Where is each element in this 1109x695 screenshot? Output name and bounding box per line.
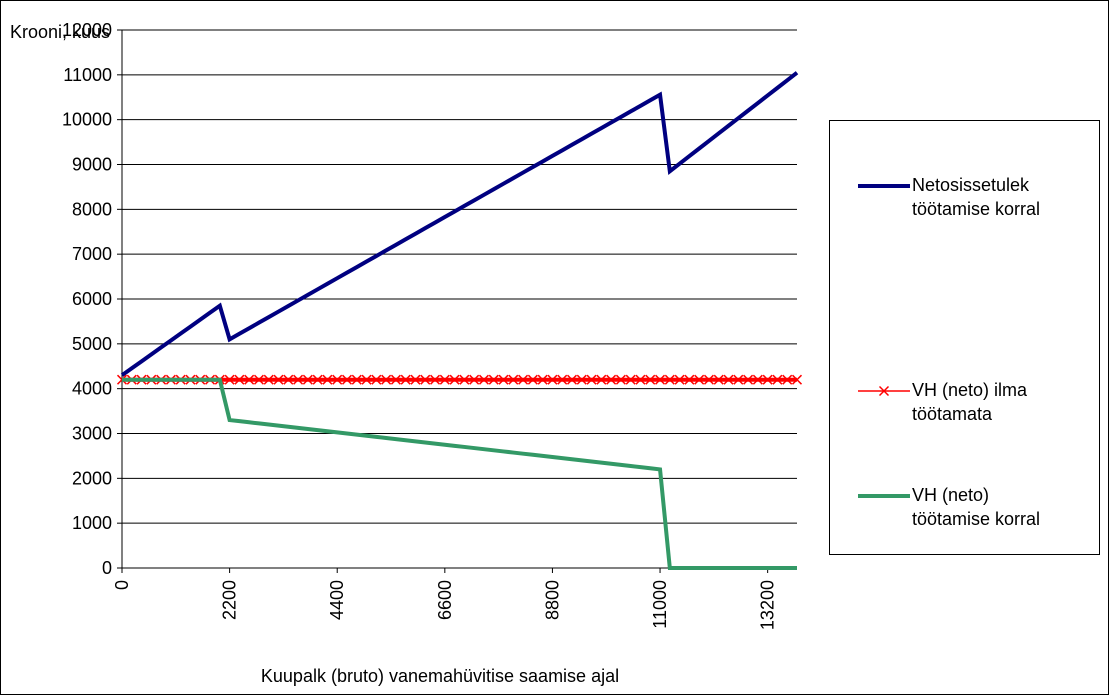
y-axis-label: Krooni, kuus <box>10 22 110 42</box>
marker <box>772 374 783 385</box>
marker <box>478 374 489 385</box>
legend-label: Netosissetulek töötamise korral <box>912 175 1041 219</box>
marker <box>723 374 734 385</box>
marker <box>351 374 362 385</box>
marker <box>635 374 646 385</box>
x-tick-label: 13200 <box>758 580 778 630</box>
series-line <box>120 71 799 377</box>
y-tick-label: 6000 <box>72 289 112 309</box>
legend-label: VH (neto) töötamise korral <box>912 485 1041 529</box>
marker <box>322 374 333 385</box>
marker <box>244 374 255 385</box>
x-tick-label: 11000 <box>650 580 670 629</box>
marker <box>547 374 558 385</box>
y-tick-label: 10000 <box>62 110 112 130</box>
marker <box>537 374 548 385</box>
marker <box>400 374 411 385</box>
x-tick-label: 6600 <box>435 580 455 620</box>
x-tick-label: 4400 <box>327 580 347 620</box>
marker <box>302 374 313 385</box>
marker <box>410 374 421 385</box>
marker <box>615 374 626 385</box>
marker <box>341 374 353 385</box>
marker <box>527 374 538 385</box>
marker <box>459 374 470 385</box>
marker <box>684 374 695 385</box>
marker <box>312 374 323 385</box>
y-tick-label: 3000 <box>72 424 112 444</box>
marker <box>283 374 294 385</box>
y-tick-label: 5000 <box>72 334 112 354</box>
marker <box>253 374 264 385</box>
marker <box>224 374 235 385</box>
marker <box>469 374 480 385</box>
marker <box>420 374 431 385</box>
marker <box>713 374 724 385</box>
marker <box>674 374 685 385</box>
x-tick-label: 2200 <box>220 580 240 620</box>
y-tick-label: 9000 <box>72 155 112 175</box>
y-tick-label: 8000 <box>72 199 112 219</box>
x-axis-label: Kuupalk (bruto) vanemahüvitise saamise a… <box>261 666 619 686</box>
marker <box>390 374 401 385</box>
marker <box>273 374 284 385</box>
x-tick-label: 0 <box>112 580 132 590</box>
marker <box>361 374 372 385</box>
series-line <box>122 377 797 570</box>
marker <box>518 374 529 385</box>
y-tick-label: 4000 <box>72 379 112 399</box>
marker <box>586 374 597 385</box>
marker <box>263 374 274 385</box>
legend-marker <box>878 385 890 397</box>
legend-label: VH (neto) ilma töötamata <box>912 380 1028 424</box>
marker <box>733 374 744 385</box>
marker <box>655 374 666 385</box>
marker <box>703 374 714 385</box>
marker <box>694 374 705 385</box>
marker <box>664 374 675 385</box>
marker <box>293 374 304 385</box>
y-tick-label: 1000 <box>72 513 112 533</box>
marker <box>234 374 245 385</box>
marker <box>498 374 509 385</box>
marker <box>566 374 578 385</box>
x-tick-label: 8800 <box>542 580 562 620</box>
marker <box>606 374 617 385</box>
y-tick-label: 7000 <box>72 244 112 264</box>
marker <box>449 374 460 385</box>
marker <box>439 374 450 385</box>
marker <box>645 374 656 385</box>
marker <box>381 374 392 385</box>
marker <box>488 374 499 385</box>
marker <box>371 374 382 385</box>
y-tick-label: 11000 <box>63 65 112 85</box>
marker <box>576 374 587 385</box>
marker <box>596 374 607 385</box>
marker <box>782 374 793 385</box>
y-tick-label: 0 <box>102 558 112 578</box>
legend-box <box>829 120 1100 555</box>
marker <box>752 374 763 385</box>
marker <box>743 374 754 385</box>
marker <box>625 374 636 385</box>
marker <box>762 374 773 385</box>
y-tick-label: 12000 <box>62 20 112 40</box>
marker <box>332 374 343 385</box>
y-tick-label: 2000 <box>72 468 112 488</box>
marker <box>430 374 441 385</box>
marker <box>508 374 519 385</box>
marker <box>791 374 803 385</box>
marker <box>557 374 568 385</box>
